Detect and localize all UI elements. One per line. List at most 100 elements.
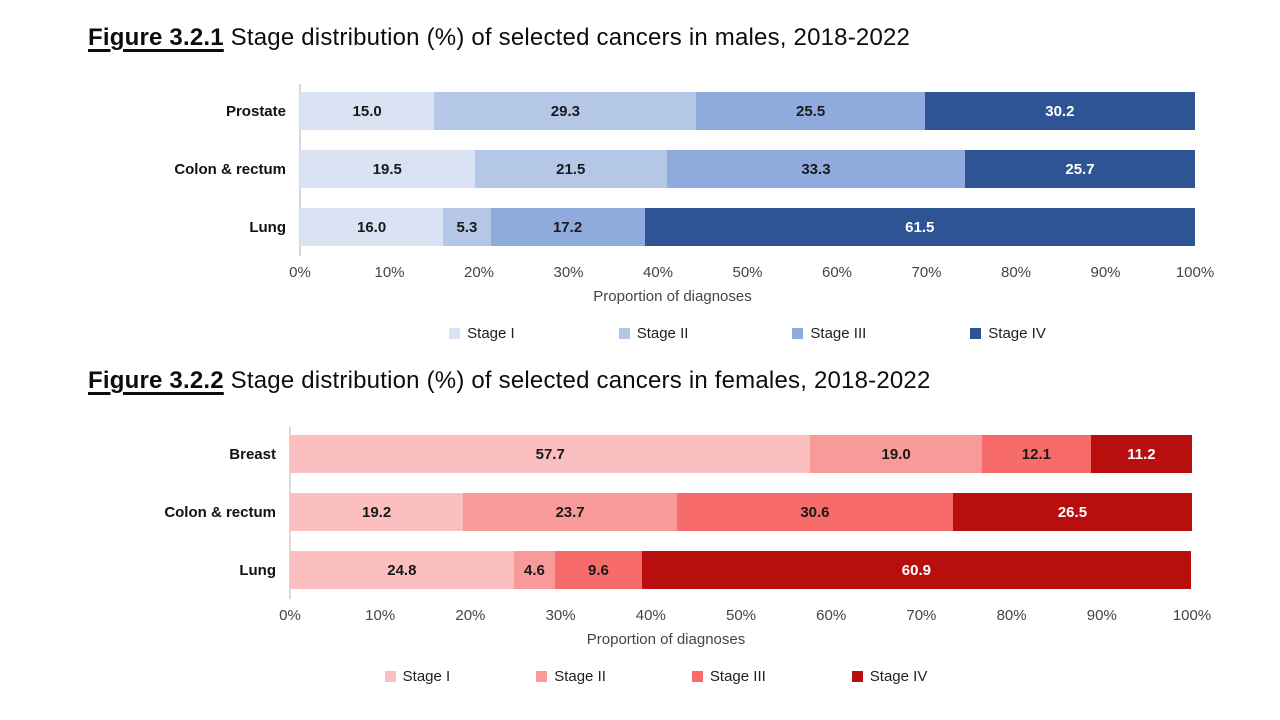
legend-swatch [449,328,461,339]
bar-segment: 61.5 [644,208,1195,246]
bar-segment: 23.7 [463,493,677,531]
x-axis-tick: 100% [1172,607,1212,624]
x-axis-tick: 90% [1090,264,1121,281]
x-axis-title: Proportion of diagnoses [593,288,752,305]
legend-swatch [618,328,630,339]
category-label: Colon & rectum [174,160,286,178]
legend-swatch [970,328,982,339]
legend-item: Stage III [792,325,866,342]
x-axis-tick: 40% [635,607,666,624]
figure-title: Figure 3.2.1 Stage distribution (%) of s… [88,24,1280,52]
bar-row: Lung 16.0 5.3 17.2 61.5 [0,208,1195,246]
bar-segment: 16.0 [300,208,444,246]
bar-row: Lung 24.8 4.6 9.6 60.9 [0,551,1192,589]
bar-segment: 15.0 [300,92,435,130]
legend-item: Stage I [449,325,515,342]
legend-item: Stage I [384,668,451,685]
bar-track: 16.0 5.3 17.2 61.5 [300,208,1195,246]
bar-segment: 26.5 [952,493,1192,531]
bar-segment: 25.7 [964,150,1195,188]
legend-label: Stage III [810,325,867,342]
legend-swatch [384,671,396,682]
x-axis-tick: 30% [545,607,576,624]
bar-track: 15.0 29.3 25.5 30.2 [300,92,1195,130]
bar-segment: 19.5 [300,150,475,188]
category-label: Prostate [225,102,286,120]
figure-title-text: Stage distribution (%) of selected cance… [223,367,931,394]
legend-swatch [691,671,703,682]
bar-row: Colon & rectum 19.5 21.5 33.3 25.7 [0,150,1195,188]
bar-segment: 30.2 [924,92,1195,130]
bar-segment: 57.7 [290,435,811,473]
legend-swatch [792,328,804,339]
legend-label: Stage I [467,325,515,342]
bar-row: Breast 57.7 19.0 12.1 11.2 [0,435,1192,473]
category-label: Lung [249,218,286,236]
bar-segment: 21.5 [474,150,667,188]
bar-segment: 9.6 [555,551,642,589]
x-axis-tick: 30% [553,264,584,281]
x-axis-tick: 90% [1086,607,1117,624]
legend-item: Stage III [691,668,766,685]
bar-row: Colon & rectum 19.2 23.7 30.6 26.5 [0,493,1192,531]
category-label: Lung [239,561,276,579]
bar-segment: 19.2 [290,493,464,531]
legend-label: Stage IV [988,325,1046,342]
bar-segment: 4.6 [513,551,556,589]
bar-chart: Breast 57.7 19.0 12.1 11.2 Colon & rectum 19.2… [0,427,1192,599]
x-axis-tick: 50% [732,264,763,281]
legend-item: Stage II [536,668,606,685]
legend-swatch [536,671,548,682]
x-axis-tick: 10% [374,264,405,281]
x-axis-tick: 20% [455,607,486,624]
figure-number: Figure 3.2.1 [88,24,224,51]
bar-segment: 17.2 [490,208,645,246]
bar-segment: 29.3 [434,92,697,130]
bar-segment: 24.8 [290,551,514,589]
legend-item: Stage IV [851,668,928,685]
legend-label: Stage II [636,325,689,342]
x-axis-tick: 40% [642,264,674,281]
x-axis-tick: 100% [1175,264,1215,281]
bar-segment: 60.9 [641,551,1192,589]
bar-segment: 12.1 [981,435,1091,473]
x-axis-tick: 80% [996,607,1027,624]
legend: Stage I Stage II Stage III Stage IV [300,325,1195,342]
category-label: Colon & rectum [164,503,276,521]
legend-label: Stage IV [869,668,928,685]
category-label: Breast [229,445,276,463]
bar-row: Prostate 15.0 29.3 25.5 30.2 [0,92,1195,130]
legend-label: Stage III [709,668,766,685]
x-axis-tick: 70% [911,264,942,281]
x-axis-tick: 60% [821,264,853,281]
figure-males-stage-distribution: Figure 3.2.1 Stage distribution (%) of s… [0,24,1280,342]
legend-item: Stage IV [970,325,1046,342]
x-axis-tick: 0% [279,607,301,624]
bar-track: 19.5 21.5 33.3 25.7 [300,150,1195,188]
bar-segment: 19.0 [810,435,982,473]
bar-segment: 30.6 [676,493,953,531]
x-axis-ticks: 0% 10% 20% 30% 40% 50% 60% 70% 80% 90% 100% [279,607,1211,625]
x-axis-tick: 50% [725,607,757,624]
chart-area: Breast 57.7 19.0 12.1 11.2 Colon & rectum 19.2… [0,427,1211,685]
bar-track: 24.8 4.6 9.6 60.9 [290,551,1192,589]
chart-area: Prostate 15.0 29.3 25.5 30.2 Colon & rectum 19… [0,84,1214,342]
bar-segment: 33.3 [666,150,965,188]
x-axis-tick: 80% [1000,264,1032,281]
bar-track: 19.2 23.7 30.6 26.5 [290,493,1192,531]
x-axis-tick: 0% [289,264,311,281]
legend-label: Stage I [402,668,451,685]
x-axis-title: Proportion of diagnoses [586,631,746,648]
x-axis-tick: 10% [365,607,396,624]
x-axis-tick: 20% [463,264,495,281]
bar-track: 57.7 19.0 12.1 11.2 [290,435,1192,473]
legend-swatch [851,671,863,682]
legend: Stage I Stage II Stage III Stage IV [205,668,1107,685]
bar-segment: 11.2 [1090,435,1192,473]
x-axis-tick: 60% [816,607,847,624]
figure-females-stage-distribution: Figure 3.2.2 Stage distribution (%) of s… [0,367,1280,685]
figure-title-text: Stage distribution (%) of selected cance… [223,24,911,51]
figure-number: Figure 3.2.2 [88,367,224,394]
x-axis-tick: 70% [906,607,937,624]
